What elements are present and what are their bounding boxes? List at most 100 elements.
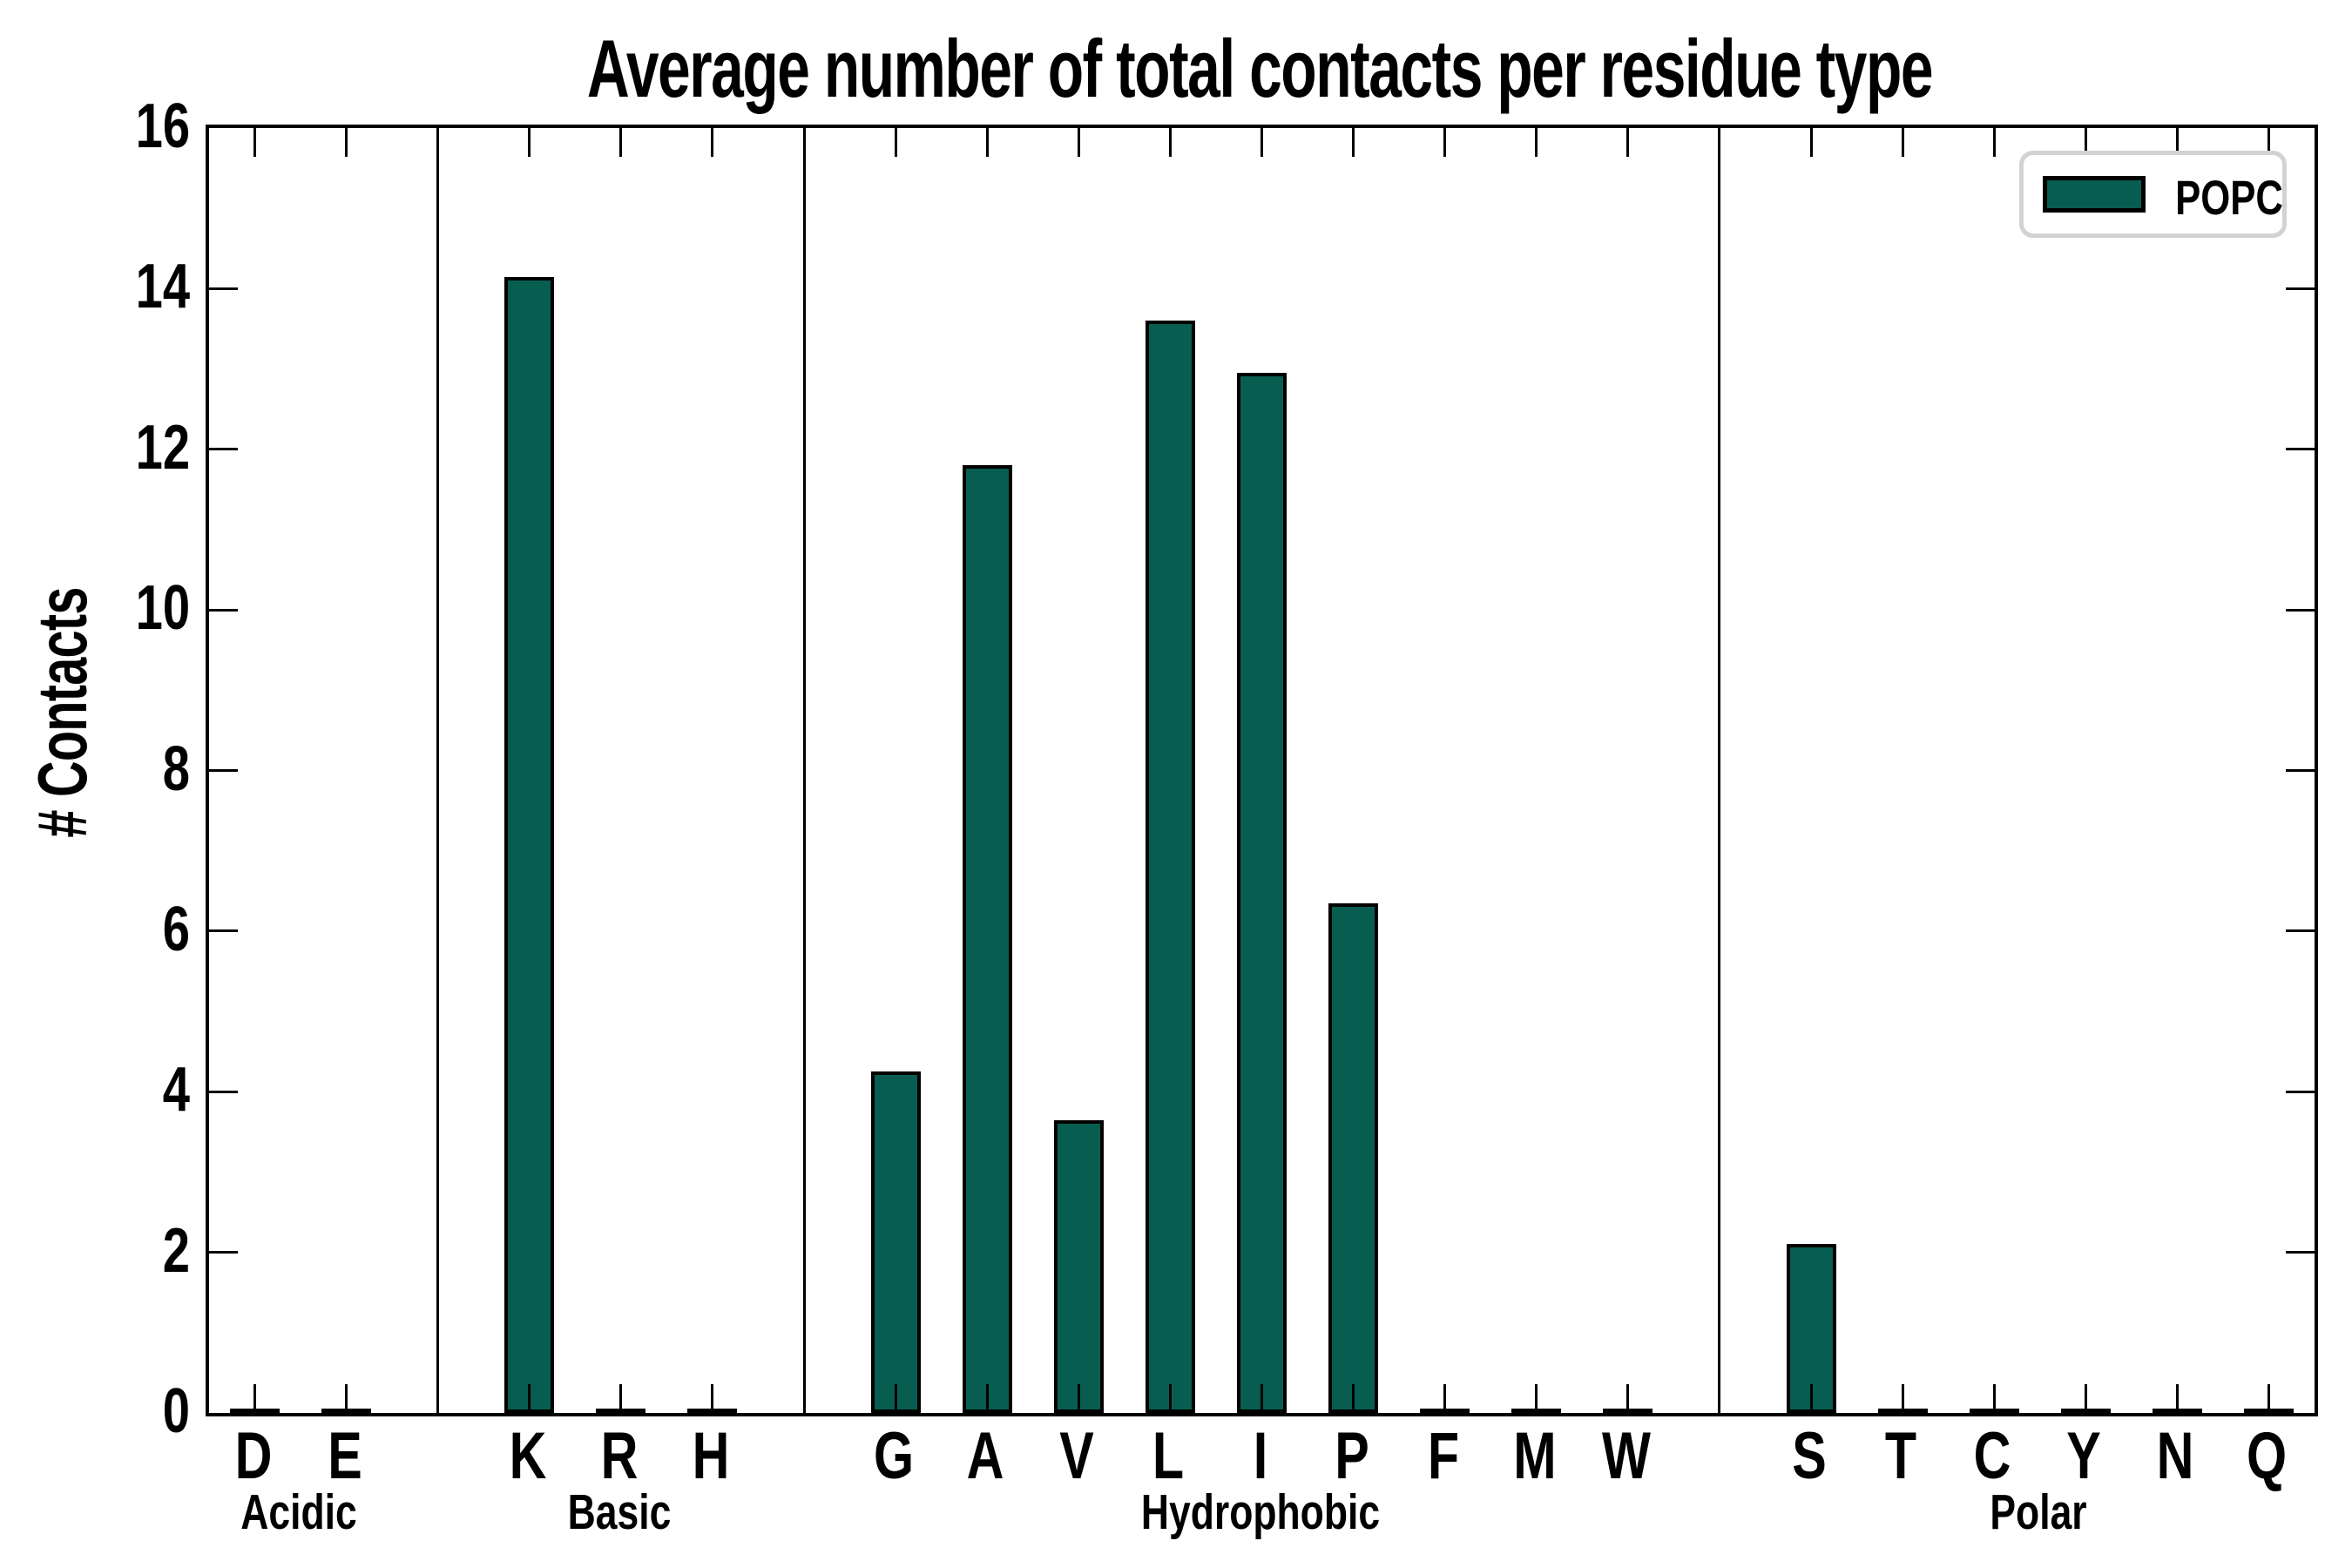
y-tick-right-10 — [2286, 608, 2315, 612]
x-tick-top-F — [1443, 128, 1447, 157]
x-tick-label-P: P — [1334, 1419, 1369, 1493]
group-label-polar: Polar — [1990, 1484, 2087, 1540]
legend-swatch-popc — [2043, 176, 2146, 213]
x-tick-bottom-P — [1352, 1384, 1355, 1413]
bar-G — [870, 1071, 921, 1413]
x-tick-label-L: L — [1152, 1419, 1185, 1493]
x-tick-bottom-G — [894, 1384, 897, 1413]
x-tick-label-D: D — [234, 1419, 272, 1493]
y-tick-left-8 — [209, 769, 238, 772]
x-tick-bottom-S — [1809, 1384, 1813, 1413]
x-tick-label-C: C — [1973, 1419, 2011, 1493]
x-tick-bottom-Y — [2084, 1384, 2087, 1413]
y-tick-label-12: 12 — [135, 412, 190, 483]
group-divider — [1718, 128, 1721, 1413]
x-tick-label-S: S — [1792, 1419, 1827, 1493]
group-label-basic: Basic — [567, 1484, 672, 1540]
bar-V — [1053, 1120, 1104, 1413]
x-tick-top-L — [1168, 128, 1172, 157]
x-tick-label-K: K — [509, 1419, 547, 1493]
x-tick-top-N — [2175, 128, 2179, 157]
x-tick-label-G: G — [874, 1419, 915, 1493]
x-tick-label-A: A — [966, 1419, 1004, 1493]
x-tick-label-H: H — [692, 1419, 730, 1493]
x-tick-top-D — [253, 128, 257, 157]
y-tick-label-10: 10 — [135, 573, 190, 644]
x-tick-bottom-E — [345, 1384, 348, 1413]
y-tick-left-4 — [209, 1090, 238, 1093]
x-tick-top-H — [711, 128, 714, 157]
x-tick-top-W — [1626, 128, 1630, 157]
y-tick-label-8: 8 — [162, 733, 190, 804]
chart-title: Average number of total contacts per res… — [586, 23, 1934, 114]
y-tick-left-2 — [209, 1251, 238, 1254]
x-tick-bottom-A — [985, 1384, 989, 1413]
x-tick-label-F: F — [1427, 1419, 1459, 1493]
y-tick-label-6: 6 — [162, 894, 190, 964]
x-tick-bottom-H — [711, 1384, 714, 1413]
x-tick-top-E — [345, 128, 348, 157]
x-tick-top-Y — [2084, 128, 2087, 157]
bar-I — [1237, 373, 1287, 1413]
group-divider — [802, 128, 806, 1413]
x-tick-bottom-T — [1901, 1384, 1904, 1413]
x-tick-top-I — [1260, 128, 1263, 157]
legend-label: POPC — [2175, 170, 2283, 225]
group-divider — [436, 128, 440, 1413]
y-tick-right-2 — [2286, 1251, 2315, 1254]
y-tick-left-14 — [209, 287, 238, 290]
y-tick-left-6 — [209, 929, 238, 933]
y-tick-left-10 — [209, 608, 238, 612]
y-tick-label-14: 14 — [135, 252, 190, 322]
x-tick-label-T: T — [1884, 1419, 1917, 1493]
y-tick-right-12 — [2286, 448, 2315, 451]
y-axis-label: # Contacts — [24, 587, 101, 838]
legend: POPC — [2019, 151, 2287, 238]
x-tick-bottom-N — [2175, 1384, 2179, 1413]
x-tick-top-S — [1809, 128, 1813, 157]
x-tick-bottom-M — [1535, 1384, 1538, 1413]
bar-A — [962, 465, 1012, 1413]
y-tick-label-4: 4 — [162, 1055, 190, 1125]
x-tick-bottom-L — [1168, 1384, 1172, 1413]
y-tick-right-14 — [2286, 287, 2315, 290]
bar-K — [504, 277, 555, 1413]
x-tick-label-I: I — [1253, 1419, 1267, 1493]
x-tick-top-T — [1901, 128, 1904, 157]
y-tick-label-2: 2 — [162, 1215, 190, 1286]
x-tick-bottom-C — [1992, 1384, 1996, 1413]
x-tick-top-M — [1535, 128, 1538, 157]
x-tick-label-Q: Q — [2247, 1419, 2288, 1493]
x-tick-label-R: R — [600, 1419, 639, 1493]
group-label-hydrophobic: Hydrophobic — [1140, 1484, 1380, 1540]
x-tick-label-W: W — [1601, 1419, 1651, 1493]
y-tick-label-16: 16 — [135, 91, 190, 161]
x-tick-top-C — [1992, 128, 1996, 157]
x-tick-label-E: E — [327, 1419, 362, 1493]
y-tick-right-8 — [2286, 769, 2315, 772]
y-tick-label-0: 0 — [162, 1376, 190, 1446]
x-tick-bottom-Q — [2267, 1384, 2270, 1413]
x-tick-top-A — [985, 128, 989, 157]
x-tick-top-Q — [2267, 128, 2270, 157]
y-tick-right-4 — [2286, 1090, 2315, 1093]
y-tick-right-6 — [2286, 929, 2315, 933]
x-tick-top-G — [894, 128, 897, 157]
x-tick-bottom-R — [619, 1384, 623, 1413]
x-tick-bottom-F — [1443, 1384, 1447, 1413]
x-tick-label-V: V — [1059, 1419, 1095, 1493]
x-tick-label-M: M — [1513, 1419, 1557, 1493]
x-tick-top-R — [619, 128, 623, 157]
x-tick-bottom-D — [253, 1384, 257, 1413]
plot-area — [206, 125, 2318, 1416]
x-tick-top-K — [528, 128, 531, 157]
bar-P — [1328, 903, 1379, 1413]
bar-L — [1145, 321, 1195, 1413]
x-tick-bottom-I — [1260, 1384, 1263, 1413]
group-label-acidic: Acidic — [240, 1484, 357, 1540]
x-tick-top-V — [1077, 128, 1080, 157]
y-tick-left-12 — [209, 448, 238, 451]
x-tick-bottom-V — [1077, 1384, 1080, 1413]
